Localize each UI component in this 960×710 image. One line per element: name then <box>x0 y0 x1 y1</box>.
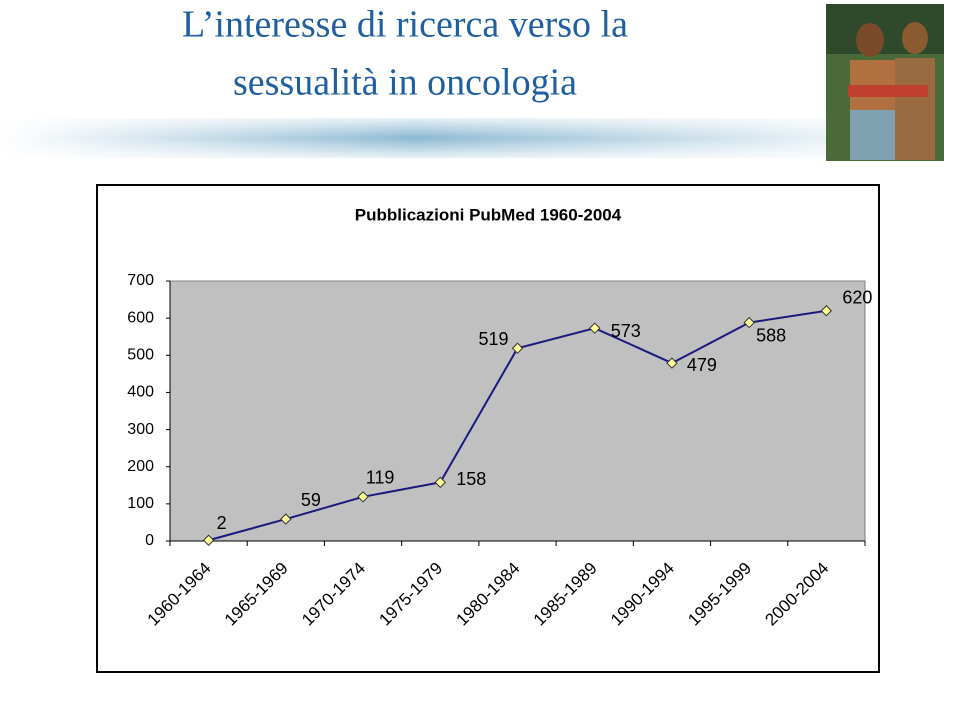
data-label: 588 <box>756 325 786 345</box>
y-tick-label: 200 <box>127 458 154 475</box>
y-tick-label: 700 <box>127 272 154 289</box>
y-tick-label: 0 <box>145 532 154 549</box>
slide-title: sessualità in oncologia <box>233 62 577 104</box>
slide-title: L’interesse di ricerca verso la <box>182 4 628 46</box>
painting <box>826 4 944 161</box>
data-label: 59 <box>301 490 321 510</box>
marker <box>666 357 678 369</box>
y-tick-label: 500 <box>127 347 154 364</box>
y-tick-label: 600 <box>127 309 154 326</box>
y-tick-label: 400 <box>127 384 154 401</box>
chart-title: Pubblicazioni PubMed 1960-2004 <box>355 205 622 224</box>
marker <box>280 513 292 525</box>
data-label: 158 <box>456 469 486 489</box>
data-label: 620 <box>842 287 872 307</box>
data-label: 119 <box>366 468 395 488</box>
data-label: 2 <box>217 513 227 533</box>
marker <box>820 305 833 317</box>
data-label: 573 <box>611 321 641 341</box>
marker <box>743 316 755 329</box>
title-band-shade <box>0 118 830 158</box>
marker <box>434 476 446 489</box>
marker <box>511 342 524 354</box>
data-label: 479 <box>687 355 717 375</box>
marker <box>357 491 369 503</box>
y-tick-label: 300 <box>127 421 154 438</box>
data-label: 519 <box>478 329 508 349</box>
y-tick-label: 100 <box>127 495 154 512</box>
marker <box>202 534 215 546</box>
marker <box>589 322 601 334</box>
